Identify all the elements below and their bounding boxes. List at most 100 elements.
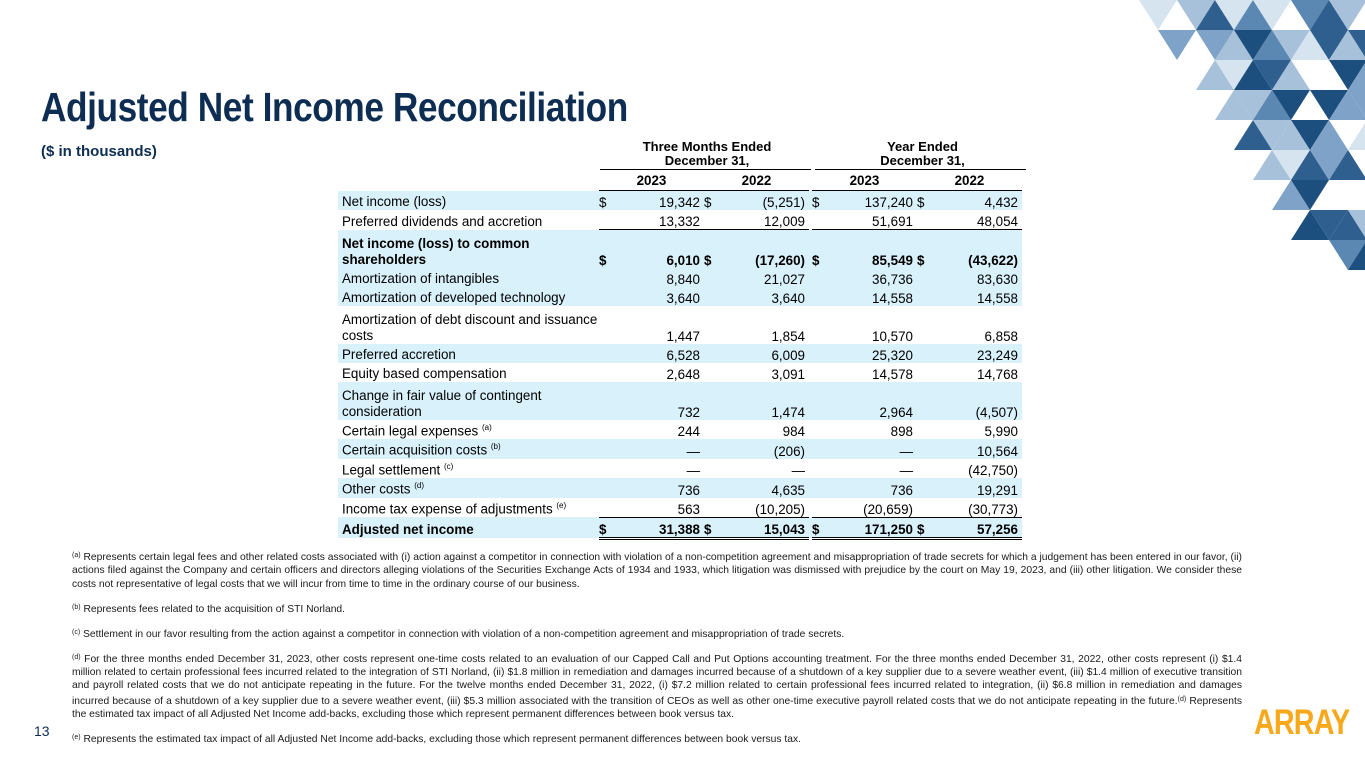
value-cell: (30,773) (968, 501, 1018, 517)
row-label: Certain acquisition costs (b) (338, 439, 599, 459)
value-cell: 14,768 (977, 367, 1018, 382)
pattern-triangle (1158, 30, 1196, 60)
pattern-triangle (1253, 90, 1291, 120)
group-header-line1: Three Months Ended (642, 139, 772, 154)
table-row: Net income (loss) $19,342 $ (5,251) $137,240… (338, 190, 1022, 210)
footnote-text: Represents certain legal fees and other … (72, 552, 1242, 590)
value-cell: 23,249 (929, 344, 1022, 363)
table-row: Amortization of debt discount and issuan… (338, 306, 1022, 344)
value-cell: (206) (716, 439, 809, 459)
value-cell: 736 (824, 478, 917, 498)
currency-cell (812, 306, 824, 344)
currency-cell (812, 420, 824, 439)
header-blank (338, 170, 599, 191)
value-cell: 21,027 (716, 268, 809, 287)
value-cell: (43,622) (929, 229, 1022, 268)
currency-cell: $ (917, 229, 929, 268)
table-row: Other costs (d) 736 4,635 736 19,291 (338, 478, 1022, 498)
value-cell: 563 (677, 501, 700, 517)
value-cell: 4,432 (929, 190, 1022, 210)
column-gap (809, 344, 812, 363)
value-cell: — (611, 439, 704, 459)
year-header: 2022 (917, 170, 1022, 191)
footnote-c: (c) Settlement in our favor resulting fr… (72, 626, 1242, 641)
value-cell: 15,043 (716, 516, 809, 540)
pattern-triangle (1310, 120, 1348, 150)
column-gap (809, 190, 812, 210)
pattern-triangle (1215, 30, 1253, 60)
currency-cell (812, 344, 824, 363)
row-label-text: Other costs (342, 481, 411, 497)
value-cell: 1,854 (771, 329, 805, 344)
currency-cell (599, 382, 611, 420)
value-cell: 6,858 (984, 329, 1018, 344)
row-label: Amortization of intangibles (338, 268, 599, 287)
table-row: Income tax expense of adjustments (e) 563… (338, 498, 1022, 518)
row-label: Income tax expense of adjustments (e) (338, 498, 599, 518)
value-cell: 984 (782, 424, 805, 440)
row-label: Net income (loss) (338, 190, 599, 210)
currency-cell: $ (704, 190, 716, 210)
row-label: Other costs (d) (338, 478, 599, 498)
pattern-triangle (1291, 30, 1329, 60)
currency-cell (599, 459, 611, 478)
currency-cell (704, 268, 716, 287)
units-subtitle: ($ in thousands) (41, 143, 157, 160)
currency-cell (599, 210, 611, 230)
row-label: Amortization of debt discount and issuan… (338, 306, 599, 344)
currency-cell (812, 382, 824, 420)
currency-cell (812, 498, 824, 518)
row-label: Change in fair value of contingent consi… (338, 382, 599, 420)
currency-cell (704, 498, 716, 518)
pattern-triangle (1310, 90, 1348, 120)
pattern-triangle (1234, 120, 1272, 150)
value-cell: 48,054 (977, 214, 1018, 229)
value-cell: (5,251) (716, 190, 809, 210)
footnote-marker: (a) (72, 552, 81, 559)
pattern-triangle (1272, 150, 1310, 180)
pattern-triangle (1348, 30, 1365, 57)
row-label: Preferred accretion (338, 344, 599, 363)
footnote-a: (a) Represents certain legal fees and ot… (72, 549, 1242, 591)
currency-cell: $ (599, 229, 611, 268)
currency-cell: $ (704, 229, 716, 268)
group-header-line2: December 31, (880, 153, 965, 168)
currency-cell (599, 306, 611, 344)
value-cell: 36,736 (824, 268, 917, 287)
table-row: Certain legal expenses (a) 244 984 898 5,990 (338, 420, 1022, 439)
row-label: Adjusted net income (338, 517, 599, 539)
value-cell: 3,091 (771, 367, 805, 382)
row-label: Preferred dividends and accretion (338, 210, 599, 230)
footnote-marker: (b) (72, 603, 81, 611)
row-label-text: Equity based compensation (342, 366, 507, 381)
value-cell: 3,640 (611, 287, 704, 306)
value-cell: (17,260) (716, 229, 809, 268)
value-cell: 8,840 (611, 268, 704, 287)
value-cell: 12,009 (764, 214, 805, 229)
value-cell: 1,447 (666, 329, 700, 344)
currency-cell: $ (599, 190, 611, 210)
pattern-triangle (1329, 90, 1365, 120)
value-cell: 2,648 (666, 367, 700, 382)
value-cell: 3,640 (716, 287, 809, 306)
value-cell: 137,240 (824, 190, 917, 210)
pattern-triangle (1329, 30, 1365, 60)
pattern-triangle (1253, 30, 1291, 60)
pattern-triangle (1253, 0, 1291, 30)
pattern-triangle (1272, 60, 1310, 90)
value-cell: 14,558 (824, 287, 917, 306)
pattern-triangle (1348, 210, 1365, 237)
pattern-triangle (1253, 120, 1291, 150)
currency-cell (704, 363, 716, 382)
value-cell: — (686, 463, 700, 479)
currency-cell (704, 439, 716, 459)
currency-cell (917, 439, 929, 459)
row-label-text: Amortization of debt discount and issuan… (342, 312, 598, 343)
row-label-text: Change in fair value of contingent consi… (342, 388, 542, 419)
row-label: Equity based compensation (338, 363, 599, 382)
pattern-triangle (1215, 90, 1253, 120)
footnote-text: For the three months ended December 31, … (72, 653, 1242, 707)
pattern-triangle (1291, 150, 1329, 180)
table-row: Amortization of intangibles 8,840 21,027 36… (338, 268, 1022, 287)
value-cell: 51,691 (872, 214, 913, 229)
